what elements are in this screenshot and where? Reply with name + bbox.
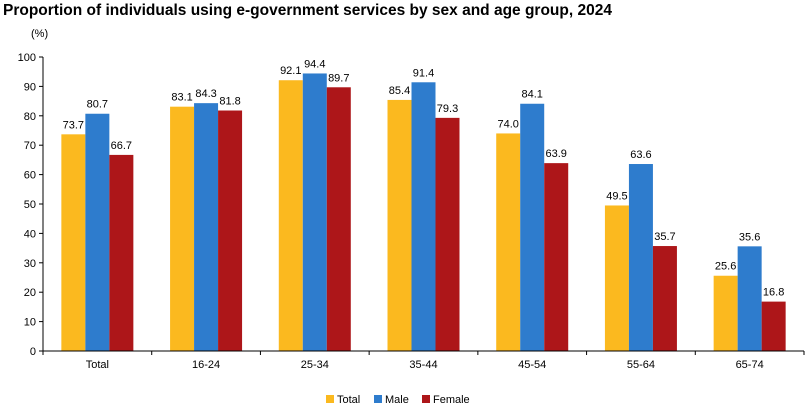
bar-total bbox=[604, 205, 629, 351]
x-tick-label: 65-74 bbox=[736, 359, 764, 371]
x-tick-label: 16-24 bbox=[192, 359, 220, 371]
y-tick-label: 70 bbox=[24, 140, 36, 152]
legend-swatch-male bbox=[374, 395, 382, 403]
y-tick-label: 0 bbox=[30, 346, 36, 358]
data-label: 83.1 bbox=[171, 92, 192, 104]
bar-male bbox=[520, 103, 545, 351]
bar-female bbox=[761, 301, 786, 351]
axes-group: 0 10 20 30 40 50 60 70 80 90 100 Total 16-24 25-34 35-… bbox=[18, 52, 805, 371]
x-tick-label: 25-34 bbox=[301, 359, 329, 371]
bar-male bbox=[628, 164, 653, 351]
data-label: 63.9 bbox=[546, 148, 567, 160]
data-label: 73.7 bbox=[63, 119, 84, 131]
y-tick-label: 40 bbox=[24, 228, 36, 240]
bar-female bbox=[544, 163, 569, 351]
data-label: 81.8 bbox=[219, 96, 240, 108]
y-tick-label: 60 bbox=[24, 170, 36, 182]
data-label: 25.6 bbox=[715, 261, 736, 273]
bar-male bbox=[194, 103, 219, 352]
y-tick-label: 30 bbox=[24, 258, 36, 270]
bar-total bbox=[170, 106, 195, 351]
bar-female bbox=[109, 154, 134, 351]
bar-total bbox=[496, 133, 521, 351]
data-label: 84.3 bbox=[195, 88, 216, 100]
bar-total bbox=[61, 134, 86, 351]
bar-male bbox=[737, 246, 762, 351]
x-tick-label: 45-54 bbox=[518, 359, 546, 371]
legend-label: Total bbox=[337, 394, 360, 406]
data-label: 91.4 bbox=[413, 67, 434, 79]
y-tick-label: 20 bbox=[24, 287, 36, 299]
bars-group: 73.780.7 66.7 83.1 84.381.8 92.194.489.7 85.4… bbox=[61, 58, 786, 352]
bar-total bbox=[278, 80, 303, 351]
y-tick-label: 10 bbox=[24, 317, 36, 329]
data-label: 63.6 bbox=[630, 149, 651, 161]
bar-female bbox=[652, 246, 677, 351]
legend-label: Male bbox=[385, 394, 409, 406]
data-label: 84.1 bbox=[522, 89, 543, 101]
legend-label: Female bbox=[433, 394, 470, 406]
y-axis-unit-label: (%) bbox=[31, 28, 48, 40]
bar-male bbox=[411, 82, 436, 351]
legend-swatch-female bbox=[422, 395, 430, 403]
bar-male bbox=[85, 113, 110, 351]
y-tick-label: 50 bbox=[24, 199, 36, 211]
data-label: 16.8 bbox=[763, 287, 784, 299]
bar-female bbox=[326, 87, 351, 352]
y-tick-label: 80 bbox=[24, 111, 36, 123]
data-label: 92.1 bbox=[280, 65, 301, 77]
data-label: 85.4 bbox=[389, 85, 410, 97]
bar-female bbox=[435, 117, 460, 351]
bar-female bbox=[218, 110, 243, 352]
data-label: 89.7 bbox=[328, 72, 349, 84]
data-label: 49.5 bbox=[606, 190, 627, 202]
data-label: 80.7 bbox=[87, 99, 108, 111]
bar-male bbox=[302, 73, 327, 352]
bar-total bbox=[713, 275, 738, 351]
y-tick-label: 100 bbox=[18, 52, 36, 64]
data-label: 79.3 bbox=[437, 103, 458, 115]
y-tick-label: 90 bbox=[24, 81, 36, 93]
bar-total bbox=[387, 99, 412, 351]
data-label: 66.7 bbox=[111, 140, 132, 152]
data-label: 74.0 bbox=[498, 118, 519, 130]
x-tick-label: 55-64 bbox=[627, 359, 655, 371]
data-label: 35.6 bbox=[739, 231, 760, 243]
data-label: 94.4 bbox=[304, 58, 325, 70]
data-label: 35.7 bbox=[654, 231, 675, 243]
x-tick-label: Total bbox=[86, 359, 109, 371]
legend: Total Male Female bbox=[326, 394, 470, 406]
chart-title: Proportion of individuals using e-govern… bbox=[3, 2, 612, 19]
legend-swatch-total bbox=[326, 395, 334, 403]
x-tick-label: 35-44 bbox=[409, 359, 437, 371]
